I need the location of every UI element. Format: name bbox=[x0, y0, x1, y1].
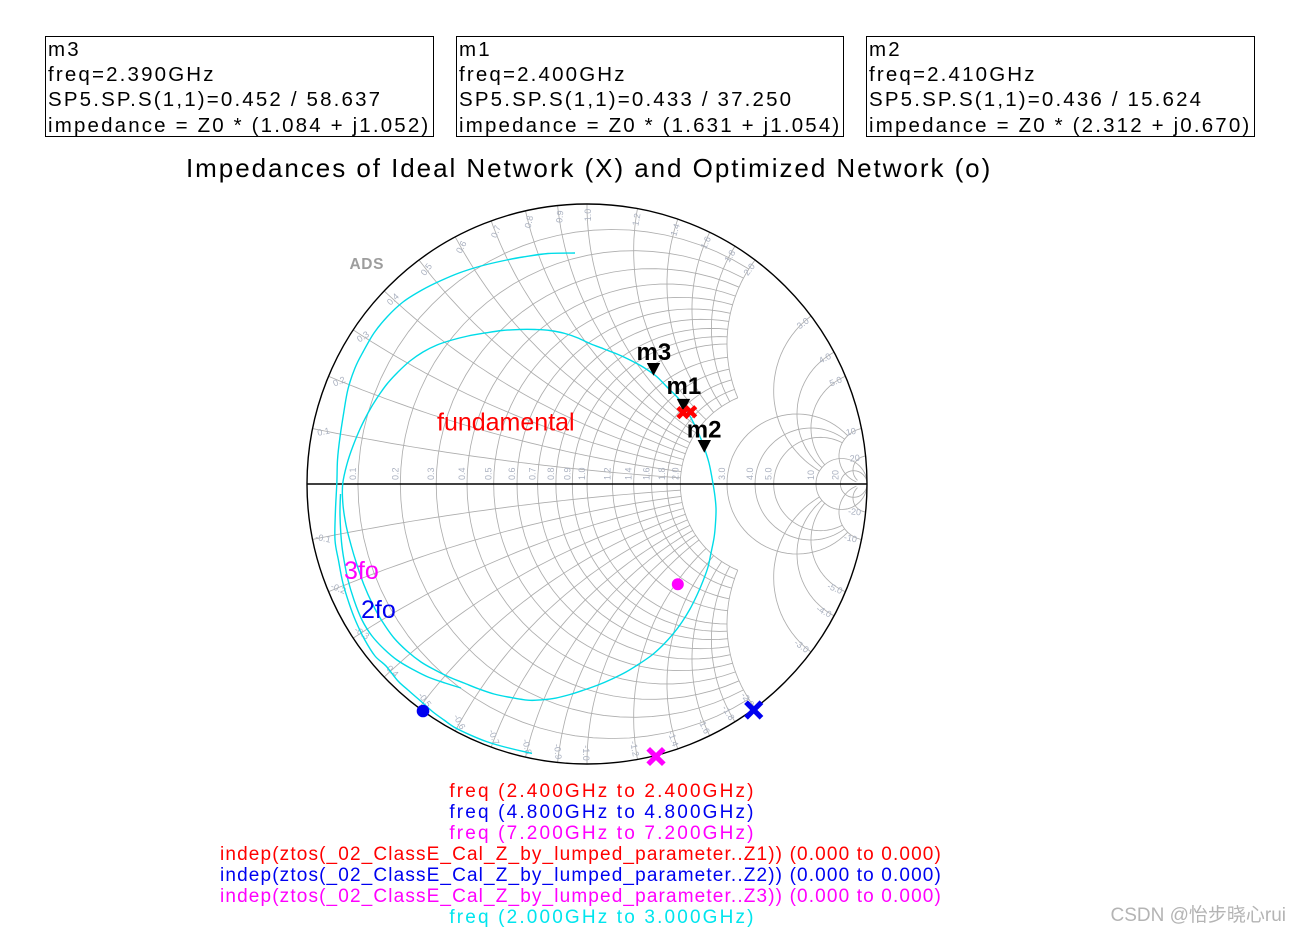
svg-text:fundamental: fundamental bbox=[437, 409, 575, 437]
svg-text:0.7: 0.7 bbox=[528, 467, 538, 480]
svg-text:1.2: 1.2 bbox=[603, 467, 613, 480]
svg-text:0.1: 0.1 bbox=[348, 467, 358, 480]
svg-text:2fo: 2fo bbox=[361, 596, 396, 624]
svg-text:ADS: ADS bbox=[350, 256, 385, 273]
svg-text:m1: m1 bbox=[667, 373, 702, 400]
svg-text:0.5: 0.5 bbox=[484, 467, 494, 480]
svg-text:0.7: 0.7 bbox=[489, 224, 503, 239]
svg-text:2.0: 2.0 bbox=[670, 467, 680, 480]
svg-text:1.6: 1.6 bbox=[642, 467, 652, 480]
svg-text:1.4: 1.4 bbox=[624, 467, 634, 480]
svg-text:-10: -10 bbox=[843, 532, 858, 544]
svg-text:4.0: 4.0 bbox=[817, 351, 833, 366]
svg-text:0.9: 0.9 bbox=[554, 210, 565, 223]
svg-text:0.1: 0.1 bbox=[316, 426, 330, 438]
svg-text:-1.6: -1.6 bbox=[696, 717, 712, 735]
svg-text:-0.7: -0.7 bbox=[487, 728, 502, 746]
svg-text:0.8: 0.8 bbox=[523, 215, 536, 229]
svg-text:10: 10 bbox=[806, 470, 816, 480]
svg-text:m3: m3 bbox=[637, 339, 672, 366]
svg-text:1.4: 1.4 bbox=[668, 222, 682, 237]
svg-text:5.0: 5.0 bbox=[828, 374, 843, 388]
svg-text:0.6: 0.6 bbox=[454, 239, 469, 255]
svg-text:0.6: 0.6 bbox=[507, 467, 517, 480]
svg-text:m2: m2 bbox=[687, 417, 722, 444]
svg-text:-0.1: -0.1 bbox=[315, 532, 332, 545]
svg-text:-4.0: -4.0 bbox=[815, 603, 833, 619]
svg-text:-1.2: -1.2 bbox=[628, 740, 641, 757]
svg-text:-5.0: -5.0 bbox=[826, 581, 844, 596]
svg-text:20: 20 bbox=[849, 453, 860, 464]
svg-text:3.0: 3.0 bbox=[717, 467, 727, 480]
svg-text:0.3: 0.3 bbox=[426, 467, 436, 480]
svg-text:4.0: 4.0 bbox=[745, 467, 755, 480]
svg-text:1.8: 1.8 bbox=[722, 248, 737, 264]
svg-text:1.0: 1.0 bbox=[583, 209, 593, 222]
svg-text:-0.9: -0.9 bbox=[552, 743, 564, 759]
svg-text:1.0: 1.0 bbox=[577, 467, 587, 480]
svg-text:0.4: 0.4 bbox=[457, 467, 467, 480]
svg-text:0.8: 0.8 bbox=[546, 467, 556, 480]
svg-text:-3.0: -3.0 bbox=[792, 638, 810, 655]
svg-text:1.8: 1.8 bbox=[657, 467, 667, 480]
svg-text:-1.0: -1.0 bbox=[581, 745, 591, 761]
svg-text:3fo: 3fo bbox=[344, 557, 379, 585]
svg-text:20: 20 bbox=[830, 470, 840, 480]
svg-text:2.0: 2.0 bbox=[741, 261, 757, 277]
svg-text:0.2: 0.2 bbox=[390, 467, 400, 480]
svg-text:10: 10 bbox=[845, 426, 857, 438]
svg-text:-0.6: -0.6 bbox=[451, 713, 467, 731]
svg-text:0.2: 0.2 bbox=[331, 374, 346, 388]
svg-text:0.9: 0.9 bbox=[562, 467, 572, 480]
svg-text:1.2: 1.2 bbox=[630, 213, 642, 227]
svg-text:-1.4: -1.4 bbox=[666, 730, 680, 748]
svg-text:-20: -20 bbox=[848, 506, 862, 517]
svg-text:1.6: 1.6 bbox=[699, 235, 713, 251]
svg-text:-1.8: -1.8 bbox=[720, 704, 737, 722]
svg-text:5.0: 5.0 bbox=[764, 467, 774, 480]
svg-text:0.5: 0.5 bbox=[419, 261, 435, 277]
